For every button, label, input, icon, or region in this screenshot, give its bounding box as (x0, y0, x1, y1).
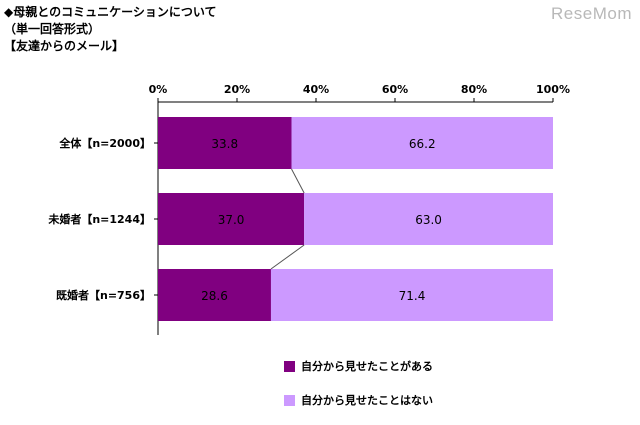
chart-subtitle: （単一回答形式） (4, 22, 101, 36)
series-connector-line (291, 168, 305, 194)
legend-swatch (284, 394, 295, 406)
x-tick-label: 80% (461, 83, 487, 96)
x-tick-label: 60% (382, 83, 408, 96)
legend-swatch (284, 360, 295, 372)
chart-legend: 自分から見せたことがある 自分から見せたことはない (284, 356, 433, 410)
chart-topic: 【友達からのメール】 (4, 39, 125, 53)
bar-segment-not-shown (270, 269, 553, 321)
x-tick-label: 40% (303, 83, 329, 96)
chart-title: ◆母親とのコミュニケーションについて (4, 5, 217, 19)
bar-segment-shown (158, 269, 271, 321)
watermark-logo: ReseMom (551, 4, 632, 23)
series-connector-line (270, 244, 305, 270)
data-label: 66.2 (409, 137, 436, 151)
data-label: 63.0 (415, 213, 442, 227)
x-tick-label: 100% (536, 83, 570, 96)
bar-segment-shown (158, 117, 292, 169)
data-label: 37.0 (218, 213, 245, 227)
category-label: 全体【n=2000】 (58, 136, 151, 150)
x-tick-label: 0% (149, 83, 168, 96)
category-label: 既婚者【n=756】 (56, 288, 151, 302)
legend-item: 自分から見せたことがある (284, 356, 433, 376)
data-label: 71.4 (399, 289, 426, 303)
chart-header: ◆母親とのコミュニケーションについて （単一回答形式） 【友達からのメール】 (4, 4, 217, 55)
legend-label: 自分から見せたことはない (301, 394, 433, 407)
bar-segment-not-shown (291, 117, 553, 169)
x-tick-label: 20% (224, 83, 250, 96)
bar-segment-not-shown (304, 193, 553, 245)
legend-label: 自分から見せたことがある (301, 360, 433, 373)
category-label: 未婚者【n=1244】 (47, 212, 151, 226)
data-label: 28.6 (201, 289, 228, 303)
bar-segment-shown (158, 193, 305, 245)
legend-item: 自分から見せたことはない (284, 390, 433, 410)
data-label: 33.8 (211, 137, 238, 151)
